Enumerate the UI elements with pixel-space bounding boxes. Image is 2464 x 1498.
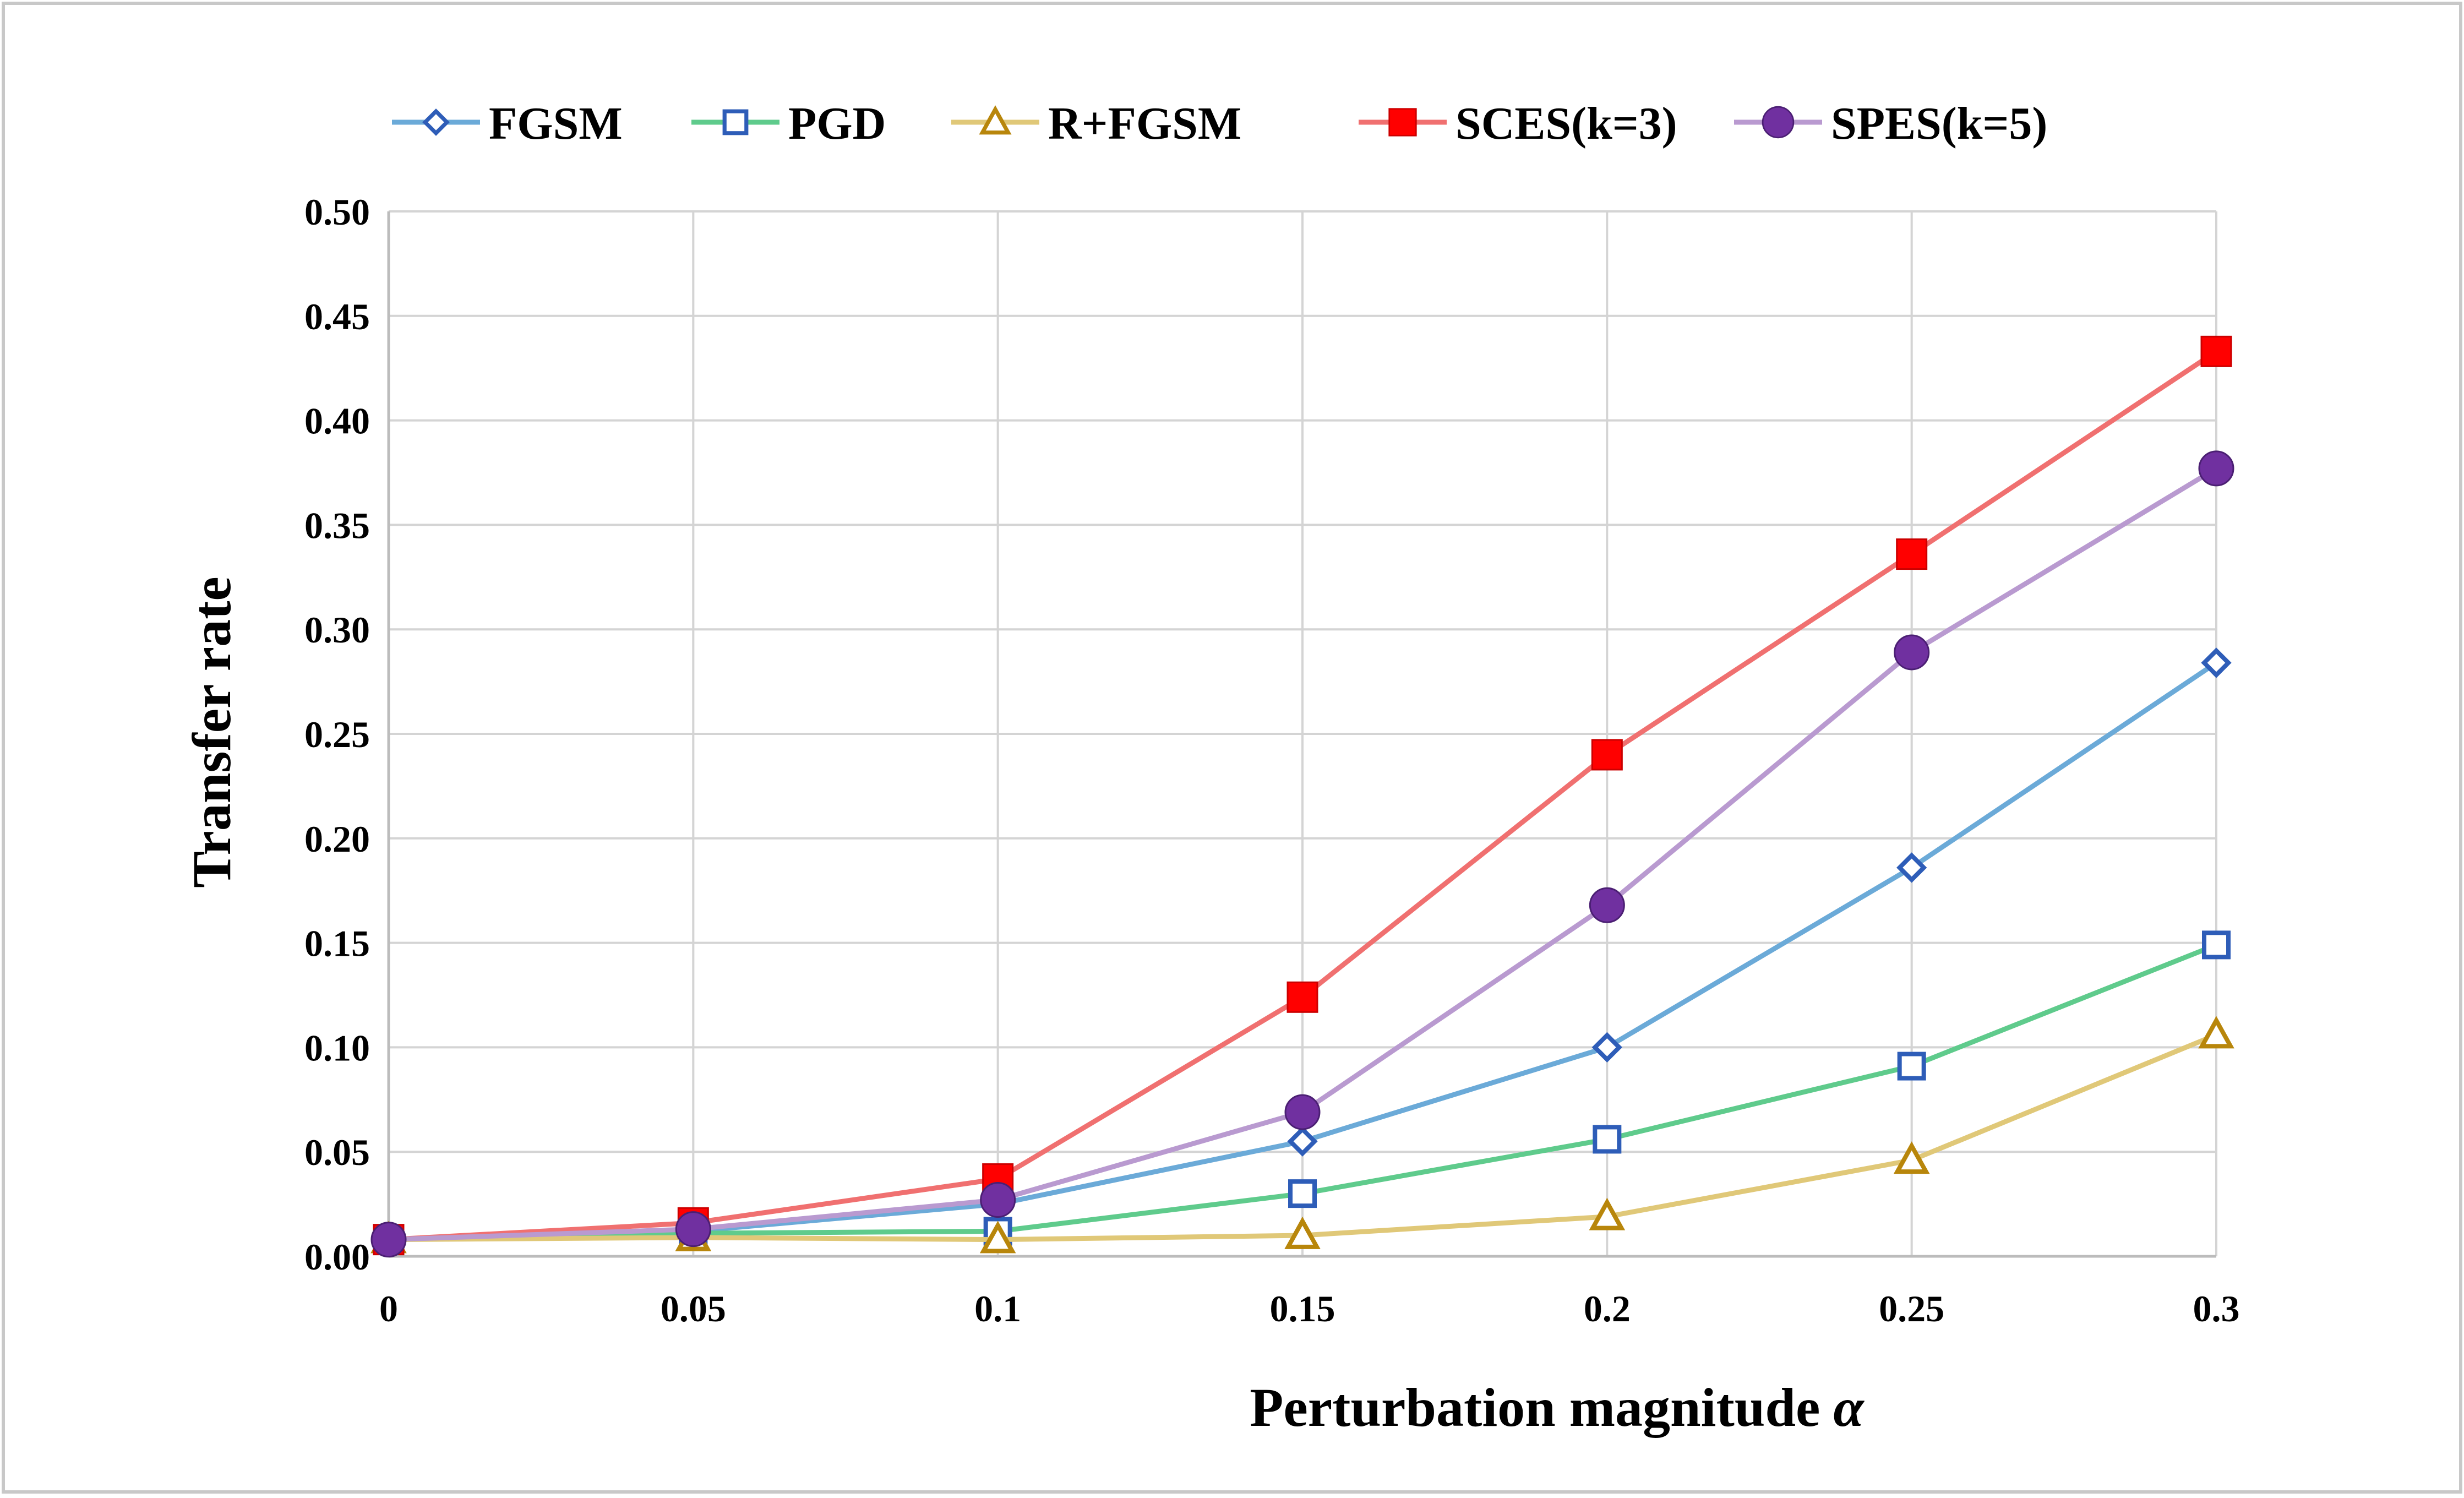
legend-label: FGSM: [489, 98, 623, 149]
x-axis-title-text: Perturbation magnitude: [1250, 1377, 1820, 1438]
data-point: [675, 1211, 711, 1248]
legend-label: PGD: [788, 98, 886, 149]
data-point: [2200, 335, 2232, 367]
y-tick-label: 0.30: [304, 609, 370, 651]
x-tick-label: 0.3: [2193, 1288, 2240, 1330]
y-tick-label: 0.15: [304, 923, 370, 965]
data-point: [1288, 1179, 1317, 1208]
legend-label: SPES(k=5): [1831, 98, 2047, 149]
legend-marker: [422, 108, 450, 136]
y-tick-label: 0.10: [304, 1027, 370, 1069]
data-point: [1589, 887, 1625, 923]
data-point: [1589, 1197, 1626, 1230]
y-tick-label: 0.25: [304, 713, 370, 755]
axes: 0.000.050.100.150.200.250.300.350.400.45…: [304, 191, 2240, 1330]
x-tick-label: 0.1: [974, 1288, 1021, 1330]
y-tick-label: 0.20: [304, 818, 370, 860]
legend-marker: [1388, 108, 1417, 137]
data-point: [979, 1221, 1016, 1254]
y-tick-label: 0.00: [304, 1236, 370, 1278]
legend-item: FGSM: [392, 98, 623, 149]
legend-item: SPES(k=5): [1734, 98, 2047, 149]
data-point: [1286, 981, 1318, 1013]
y-tick-label: 0.45: [304, 296, 370, 337]
y-tick-label: 0.50: [304, 191, 370, 233]
data-point: [2201, 647, 2232, 678]
x-tick-label: 0: [379, 1288, 398, 1330]
data-point: [1287, 1126, 1318, 1157]
data-point: [2198, 1016, 2234, 1049]
data-point: [1591, 1032, 1622, 1063]
data-point: [1591, 739, 1623, 771]
legend-label: SCES(k=3): [1455, 98, 1677, 149]
data-point: [1894, 634, 1930, 671]
y-axis-title: Transfer rate: [181, 576, 242, 888]
data-point: [2202, 930, 2231, 960]
x-axis-title: Perturbation magnitude α: [1250, 1377, 1865, 1438]
legend-label: R+FGSM: [1048, 98, 1241, 149]
data-point: [980, 1182, 1016, 1218]
series-spes-k-5-: [370, 450, 2234, 1258]
data-point: [1284, 1094, 1321, 1130]
data-point: [1593, 1125, 1622, 1154]
data-point: [1896, 852, 1927, 883]
legend: FGSM PGD R+FGSM SCES(k=3) SPES(k=5): [392, 98, 2047, 149]
legend-marker: [1762, 106, 1795, 139]
x-tick-label: 0.05: [661, 1288, 726, 1330]
y-tick-label: 0.35: [304, 504, 370, 546]
series-group: [370, 335, 2234, 1258]
legend-item: PGD: [691, 98, 886, 149]
data-point: [370, 1222, 407, 1258]
y-tick-label: 0.05: [304, 1131, 370, 1173]
data-point: [2198, 450, 2234, 487]
y-tick-label: 0.40: [304, 400, 370, 442]
legend-marker: [979, 105, 1012, 135]
x-tick-label: 0.2: [1584, 1288, 1631, 1330]
legend-item: SCES(k=3): [1359, 98, 1677, 149]
x-tick-label: 0.25: [1879, 1288, 1944, 1330]
data-point: [1896, 538, 1928, 570]
legend-item: R+FGSM: [951, 98, 1241, 149]
x-tick-label: 0.15: [1270, 1288, 1335, 1330]
legend-marker: [722, 109, 749, 135]
data-point: [1897, 1052, 1926, 1081]
x-axis-title-symbol: α: [1833, 1377, 1865, 1438]
data-point: [1284, 1216, 1321, 1249]
data-point: [1893, 1141, 1930, 1174]
